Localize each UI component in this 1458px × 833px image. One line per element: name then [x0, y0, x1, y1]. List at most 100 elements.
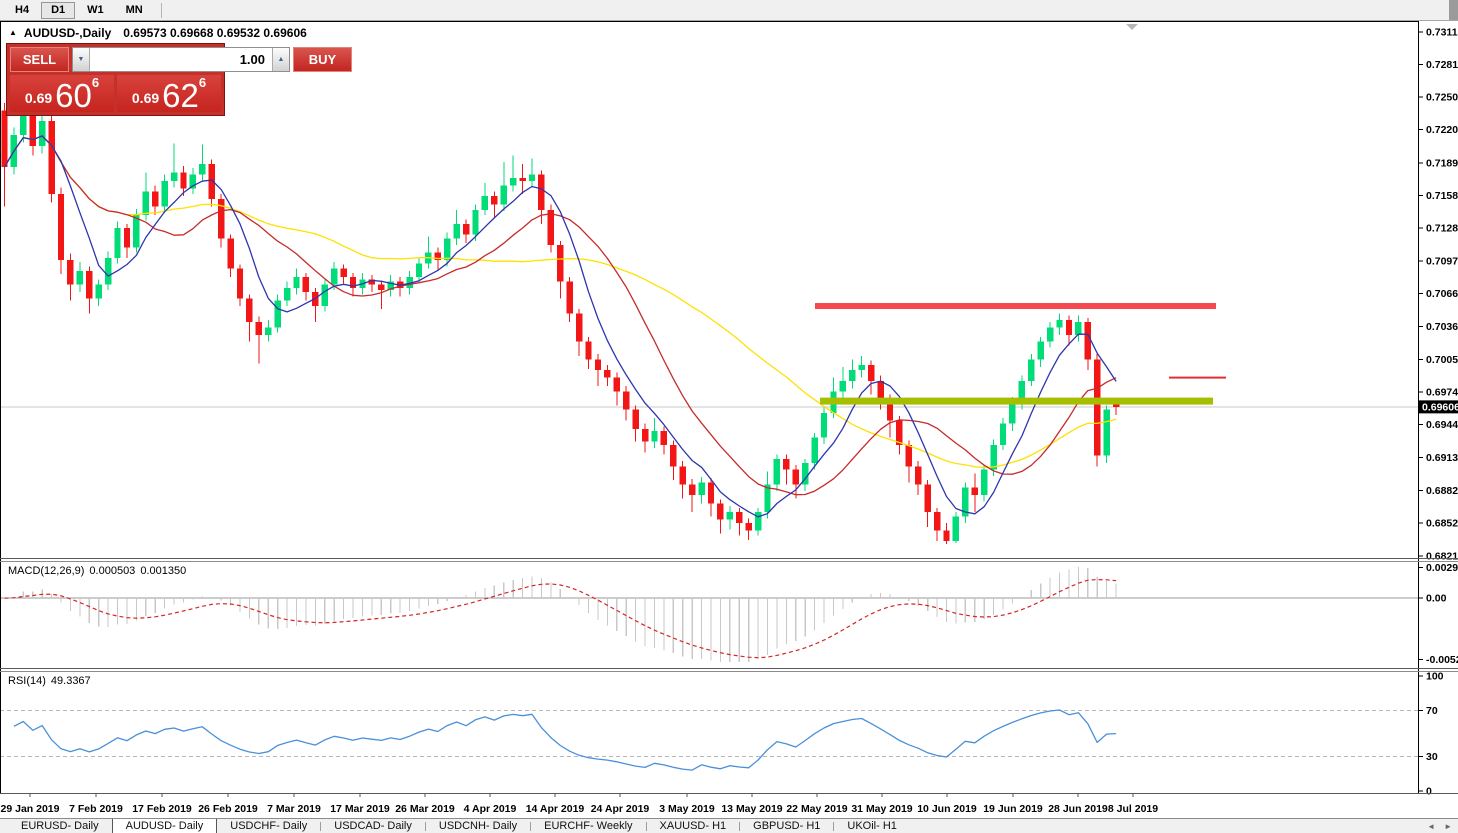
price-axis-label: 0.69745 — [1426, 387, 1458, 399]
price-axis-label: 0.70665 — [1426, 288, 1458, 300]
rsi-axis-label: 70 — [1426, 705, 1438, 717]
sell-button[interactable]: SELL — [10, 47, 69, 72]
date-axis-label: 4 Apr 2019 — [464, 803, 517, 815]
buy-price-pip: 6 — [198, 75, 207, 90]
tab-eurusd-daily[interactable]: EURUSD- Daily — [21, 820, 99, 832]
buy-button[interactable]: BUY — [293, 47, 352, 72]
ma-fast-line — [3, 135, 1117, 518]
volume-increase-button[interactable]: ▲ — [272, 48, 289, 71]
tab-ukoil-h1[interactable]: UKOil- H1 — [847, 820, 897, 832]
rsi-axis-label: 100 — [1426, 671, 1444, 683]
resistance-line[interactable] — [815, 303, 1216, 310]
macd-axis-label: -0.00525 — [1426, 654, 1458, 666]
buy-price-tile[interactable]: 0.69 62 6 — [117, 75, 221, 112]
macd-axis: 0.002984 0.00 -0.00525 — [1418, 562, 1458, 666]
tf-button-d1[interactable]: D1 — [41, 1, 76, 19]
rsi-line — [13, 709, 1117, 771]
macd-name: MACD(12,26,9) — [8, 565, 85, 577]
tf-button-mn[interactable]: MN — [125, 3, 143, 16]
toolbar-separator — [160, 2, 162, 18]
date-axis-label: 3 May 2019 — [659, 803, 715, 815]
tab-separator — [320, 821, 322, 831]
volume-spinner: ▼ ▲ — [72, 47, 290, 72]
buy-price-base: 0.69 — [131, 90, 160, 106]
symbol-tab-bar: EURUSD- Daily AUDUSD- Daily USDCHF- Daily U… — [0, 818, 1458, 833]
tf-button-h4[interactable]: H4 — [15, 3, 30, 16]
ma-slow-line — [3, 135, 1117, 469]
macd-axis-label: 0.002984 — [1426, 562, 1458, 574]
macd-signal-value: 0.001350 — [140, 565, 187, 577]
ma-mid-line — [3, 135, 1117, 496]
tab-scroll-left-icon[interactable]: ◄ — [1427, 821, 1436, 831]
timeframe-toolbar: H4 D1 W1 MN — [0, 0, 1458, 21]
chart-shift-marker-icon — [1126, 24, 1138, 30]
tab-usdcnh-daily[interactable]: USDCNH- Daily — [438, 820, 518, 832]
tab-xauusd-h1[interactable]: XAUUSD- H1 — [659, 820, 727, 832]
candles-layer — [1, 84, 1120, 545]
tab-separator — [645, 821, 647, 831]
volume-decrease-button[interactable]: ▼ — [73, 48, 90, 71]
tab-separator — [739, 821, 741, 831]
macd-histogram — [22, 567, 1117, 662]
volume-input[interactable] — [90, 48, 272, 71]
tab-separator — [424, 821, 426, 831]
tf-button-w1[interactable]: W1 — [87, 3, 104, 16]
rsi-name: RSI(14) — [8, 675, 46, 687]
date-axis-label: 29 Jan 2019 — [1, 803, 60, 815]
sell-price-base: 0.69 — [24, 90, 53, 106]
tab-gbpusd-h1[interactable]: GBPUSD- H1 — [753, 820, 821, 832]
date-axis-label: 22 May 2019 — [786, 803, 847, 815]
current-price-tag-value: 0.69606 — [1422, 401, 1458, 413]
date-axis-label: 17 Feb 2019 — [132, 803, 192, 815]
date-axis: 29 Jan 2019 7 Feb 2019 17 Feb 2019 26 Feb 2… — [1, 793, 1158, 815]
tab-separator — [530, 821, 532, 831]
date-axis-label: 19 Jun 2019 — [983, 803, 1043, 815]
date-axis-label: 26 Feb 2019 — [198, 803, 258, 815]
price-axis-label: 0.73115 — [1426, 27, 1458, 39]
rsi-axis-label: 0 — [1426, 786, 1432, 798]
sell-price-tile[interactable]: 0.69 60 6 — [10, 75, 114, 112]
date-axis-label: 14 Apr 2019 — [526, 803, 585, 815]
chart-symbol-label: AUDUSD-,Daily — [23, 26, 112, 40]
date-axis-label: 26 Mar 2019 — [395, 803, 455, 815]
sell-price-main: 60 — [55, 76, 92, 112]
tab-eurchf-weekly[interactable]: EURCHF- Weekly — [544, 820, 633, 832]
rsi-value: 49.3367 — [50, 675, 91, 687]
date-axis-label: 24 Apr 2019 — [591, 803, 650, 815]
price-axis-label: 0.68825 — [1426, 485, 1458, 497]
support-line[interactable] — [820, 397, 1213, 405]
tab-usdcad-daily[interactable]: USDCAD- Daily — [334, 820, 412, 832]
date-axis-label: 31 May 2019 — [851, 803, 912, 815]
current-price-tag — [1419, 400, 1458, 414]
chart-collapse-icon[interactable]: ▲ — [9, 28, 17, 37]
buy-price-main: 62 — [162, 76, 199, 112]
tab-scroll-right-icon[interactable]: ► — [1444, 821, 1452, 831]
date-axis-label: 17 Mar 2019 — [330, 803, 390, 815]
date-axis-label: 7 Feb 2019 — [69, 803, 123, 815]
sell-price-pip: 6 — [91, 75, 100, 90]
chart-ohlc-values: 0.69573 0.69668 0.69532 0.69606 — [123, 26, 307, 40]
minor-level-line[interactable] — [1169, 376, 1226, 379]
panel-borders — [0, 21, 1458, 794]
macd-label: MACD(12,26,9) 0.000503 0.001350 — [8, 565, 191, 577]
rsi-axis: 100 70 30 0 — [1418, 671, 1444, 798]
macd-signal-line — [4, 578, 1117, 659]
tab-audusd-daily[interactable]: AUDUSD- Daily — [111, 819, 218, 833]
trade-panel: SELL ▼ ▲ BUY 0.69 60 6 0.69 62 6 — [6, 43, 352, 116]
tab-separator — [833, 821, 835, 831]
toolbar-edge — [1449, 0, 1458, 20]
tab-usdchf-daily[interactable]: USDCHF- Daily — [230, 820, 308, 832]
date-axis-label: 10 Jun 2019 — [917, 803, 977, 815]
price-axis-label: 0.72505 — [1426, 92, 1458, 104]
